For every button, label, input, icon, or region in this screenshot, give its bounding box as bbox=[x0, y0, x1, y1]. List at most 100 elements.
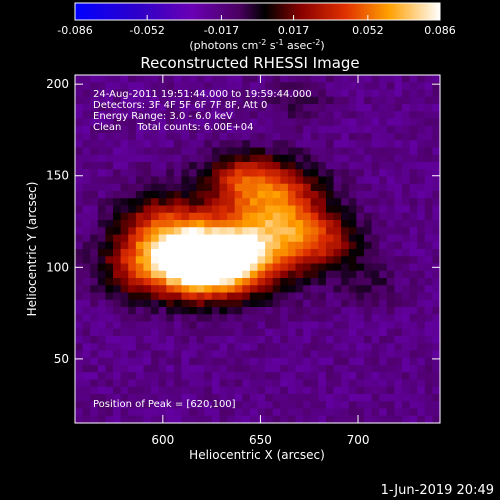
heatmap-cell bbox=[333, 176, 342, 185]
heatmap-cell bbox=[363, 299, 373, 308]
heatmap-cell bbox=[128, 104, 137, 112]
heatmap-cell bbox=[432, 133, 441, 141]
heatmap-cell bbox=[227, 249, 236, 257]
heatmap-cell bbox=[189, 89, 198, 98]
heatmap-cell bbox=[173, 212, 183, 221]
heatmap-cell bbox=[341, 357, 350, 366]
heatmap-cell bbox=[82, 183, 91, 192]
heatmap-cell bbox=[82, 394, 91, 402]
heatmap-cell bbox=[265, 198, 274, 207]
heatmap-cell bbox=[97, 205, 107, 214]
heatmap-cell bbox=[211, 350, 221, 359]
heatmap-cell bbox=[287, 270, 297, 279]
heatmap-cell bbox=[265, 285, 274, 294]
heatmap-cell bbox=[143, 314, 152, 323]
heatmap-cell bbox=[90, 82, 99, 91]
heatmap-cell bbox=[341, 394, 350, 402]
heatmap-cell bbox=[211, 307, 221, 315]
heatmap-cell bbox=[105, 314, 114, 323]
heatmap-cell bbox=[158, 270, 167, 279]
heatmap-cell bbox=[75, 256, 84, 265]
heatmap-cell bbox=[196, 125, 205, 134]
heatmap-cell bbox=[173, 379, 183, 388]
heatmap-cell bbox=[280, 278, 289, 286]
heatmap-cell bbox=[227, 321, 236, 330]
heatmap-cell bbox=[318, 357, 327, 366]
heatmap-cell bbox=[189, 357, 198, 366]
heatmap-cell bbox=[257, 415, 266, 424]
heatmap-cell bbox=[75, 111, 84, 120]
heatmap-cell bbox=[151, 270, 160, 279]
heatmap-cell bbox=[280, 365, 289, 373]
heatmap-cell bbox=[318, 104, 327, 112]
heatmap-cell bbox=[341, 386, 350, 395]
heatmap-cell bbox=[113, 394, 122, 402]
heatmap-cell bbox=[143, 328, 152, 337]
heatmap-cell bbox=[151, 176, 160, 185]
heatmap-cell bbox=[242, 104, 251, 112]
heatmap-cell bbox=[265, 147, 274, 156]
heatmap-cell bbox=[219, 89, 228, 98]
heatmap-cell bbox=[272, 256, 281, 265]
heatmap-cell bbox=[158, 379, 167, 388]
heatmap-cell bbox=[341, 256, 350, 265]
heatmap-cell bbox=[166, 343, 175, 352]
heatmap-cell bbox=[417, 249, 426, 257]
heatmap-cell bbox=[295, 96, 304, 105]
heatmap-cell bbox=[325, 350, 335, 359]
heatmap-cell bbox=[386, 408, 395, 417]
heatmap-cell bbox=[242, 205, 251, 214]
heatmap-cell bbox=[97, 278, 107, 286]
heatmap-cell bbox=[113, 256, 122, 265]
heatmap-cell bbox=[166, 394, 175, 402]
heatmap-cell bbox=[234, 307, 243, 315]
heatmap-cell bbox=[158, 89, 167, 98]
heatmap-cell bbox=[325, 140, 335, 149]
heatmap-cell bbox=[424, 154, 433, 163]
heatmap-cell bbox=[356, 125, 365, 134]
heatmap-cell bbox=[417, 227, 426, 236]
heatmap-cell bbox=[135, 278, 145, 286]
heatmap-cell bbox=[173, 75, 183, 83]
heatmap-cell bbox=[97, 75, 107, 83]
heatmap-cell bbox=[424, 220, 433, 228]
heatmap-cell bbox=[211, 394, 221, 402]
heatmap-cell bbox=[242, 343, 251, 352]
heatmap-cell bbox=[135, 386, 145, 395]
heatmap-cell bbox=[356, 350, 365, 359]
heatmap-cell bbox=[97, 401, 107, 410]
heatmap-cell bbox=[196, 104, 205, 112]
heatmap-cell bbox=[158, 176, 167, 185]
heatmap-cell bbox=[394, 401, 403, 410]
heatmap-cell bbox=[158, 278, 167, 286]
heatmap-cell bbox=[348, 162, 357, 170]
heatmap-cell bbox=[211, 336, 221, 344]
heatmap-cell bbox=[401, 205, 411, 214]
heatmap-cell bbox=[333, 365, 342, 373]
heatmap-cell bbox=[356, 183, 365, 192]
heatmap-cell bbox=[242, 169, 251, 178]
heatmap-cell bbox=[189, 104, 198, 112]
heatmap-cell bbox=[356, 75, 365, 83]
heatmap-cell bbox=[151, 227, 160, 236]
heatmap-cell bbox=[318, 241, 327, 250]
heatmap-cell bbox=[173, 343, 183, 352]
heatmap-cell bbox=[356, 96, 365, 105]
heatmap-cell bbox=[143, 379, 152, 388]
heatmap-cell bbox=[234, 343, 243, 352]
heatmap-cell bbox=[295, 386, 304, 395]
heatmap-cell bbox=[417, 394, 426, 402]
heatmap-cell bbox=[417, 154, 426, 163]
heatmap-cell bbox=[272, 227, 281, 236]
heatmap-cell bbox=[105, 96, 114, 105]
heatmap-cell bbox=[204, 227, 213, 236]
heatmap-cell bbox=[303, 328, 312, 337]
heatmap-cell bbox=[234, 140, 243, 149]
heatmap-cell bbox=[173, 118, 183, 127]
heatmap-cell bbox=[90, 104, 99, 112]
heatmap-cell bbox=[143, 278, 152, 286]
heatmap-cell bbox=[120, 154, 129, 163]
heatmap-cell bbox=[234, 365, 243, 373]
heatmap-cell bbox=[257, 386, 266, 395]
